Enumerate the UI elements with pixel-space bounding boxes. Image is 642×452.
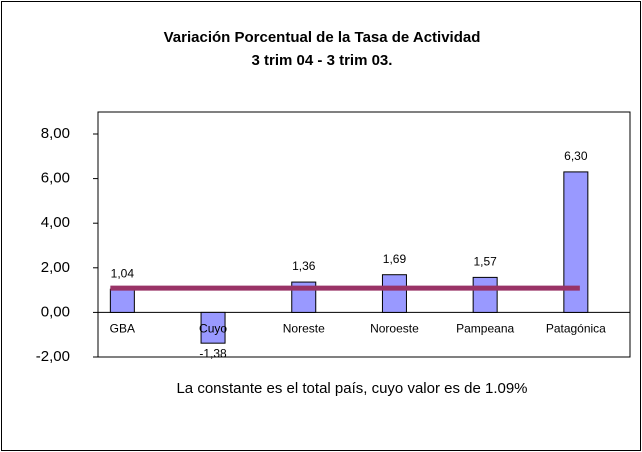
bar xyxy=(563,171,589,313)
value-label: 1,57 xyxy=(473,255,497,269)
chart-title: Variación Porcentual de la Tasa de Activ… xyxy=(164,29,481,46)
x-tick-label: Noreste xyxy=(283,322,325,336)
x-tick-label: Patagónica xyxy=(546,322,606,336)
y-tick-label: 6,00 xyxy=(41,170,70,187)
y-tick-label: -2,00 xyxy=(36,348,70,365)
value-label: 1,36 xyxy=(292,259,316,273)
y-tick-label: 0,00 xyxy=(41,303,70,320)
y-tick-label: 8,00 xyxy=(41,125,70,142)
bar xyxy=(472,276,498,313)
bar xyxy=(109,288,135,313)
bar xyxy=(200,311,226,344)
value-label: -1,38 xyxy=(199,346,227,360)
value-label: 1,69 xyxy=(383,252,407,266)
y-tick-label: 2,00 xyxy=(41,259,70,276)
x-tick-label: Pampeana xyxy=(456,322,514,336)
plot-area xyxy=(97,111,631,358)
annotation: La constante es el total país, cuyo valo… xyxy=(176,380,527,397)
x-tick-label: GBA xyxy=(110,322,135,336)
y-tick-label: 4,00 xyxy=(41,214,70,231)
value-label: 1,04 xyxy=(111,266,135,280)
chart-subtitle: 3 trim 04 - 3 trim 03. xyxy=(252,52,393,69)
x-tick-label: Cuyo xyxy=(199,322,227,336)
bar xyxy=(381,274,407,313)
value-label: 6,30 xyxy=(564,149,588,163)
x-tick-label: Noroeste xyxy=(370,322,419,336)
